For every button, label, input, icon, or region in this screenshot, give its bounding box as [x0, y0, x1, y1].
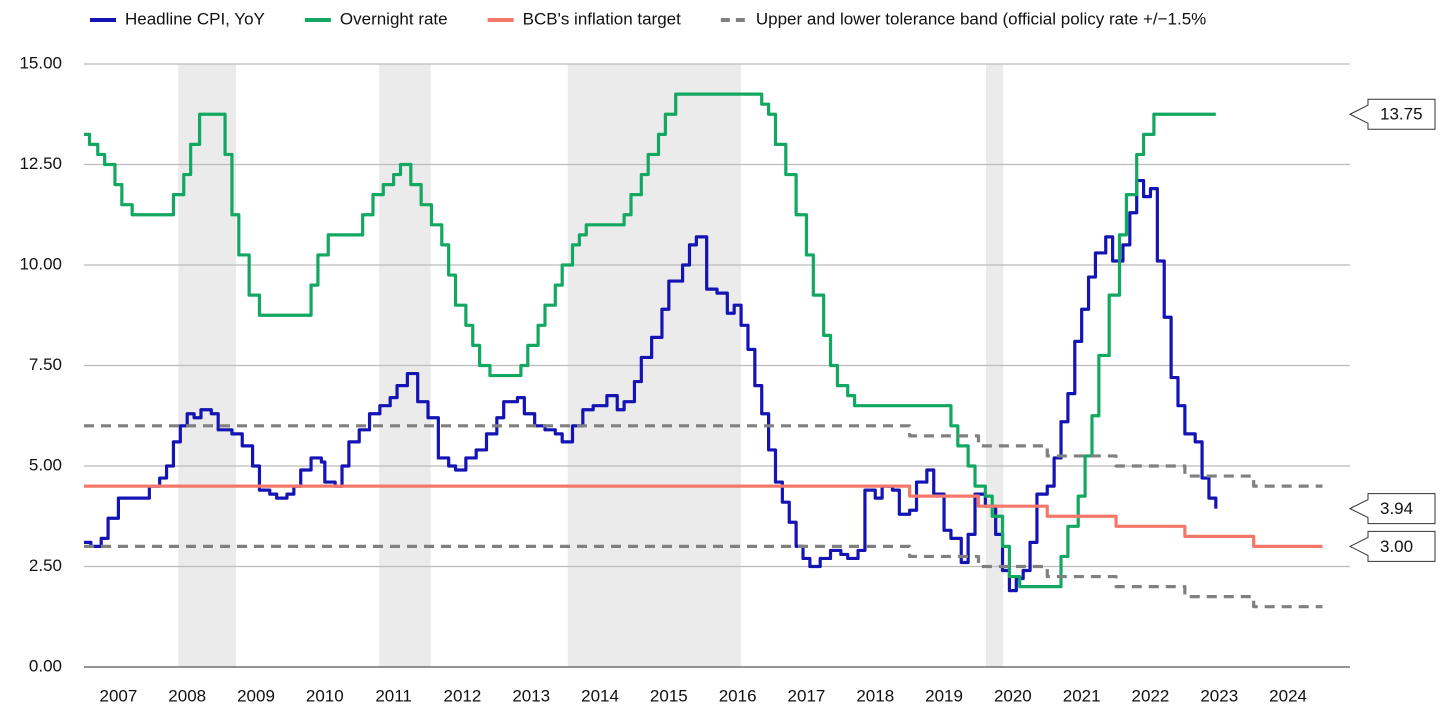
- x-tick-label: 2010: [306, 686, 344, 705]
- callout-box: [1348, 493, 1436, 525]
- x-tick-label: 2007: [99, 686, 137, 705]
- legend-label: BCB's inflation target: [523, 9, 681, 28]
- callout-box: [1348, 530, 1436, 562]
- callout-label: 13.75: [1380, 105, 1423, 124]
- x-tick-label: 2013: [512, 686, 550, 705]
- legend-label: Overnight rate: [340, 9, 448, 28]
- y-tick-label: 10.00: [19, 254, 62, 273]
- y-tick-label: 12.50: [19, 154, 62, 173]
- y-tick-label: 0.00: [29, 656, 62, 675]
- x-tick-label: 2016: [719, 686, 757, 705]
- legend-label: Headline CPI, YoY: [125, 9, 265, 28]
- y-tick-label: 2.50: [29, 556, 62, 575]
- x-tick-label: 2023: [1200, 686, 1238, 705]
- x-tick-label: 2011: [375, 686, 412, 705]
- x-tick-label: 2019: [925, 686, 963, 705]
- x-tick-label: 2014: [581, 686, 619, 705]
- x-tick-label: 2020: [994, 686, 1032, 705]
- series-line: [84, 178, 1218, 593]
- series-line: [84, 484, 1323, 548]
- x-tick-label: 2018: [856, 686, 894, 705]
- callout-label: 3.94: [1380, 499, 1413, 518]
- x-tick-label: 2022: [1132, 686, 1170, 705]
- x-tick-label: 2009: [237, 686, 275, 705]
- x-tick-label: 2024: [1269, 686, 1307, 705]
- x-tick-label: 2017: [788, 686, 826, 705]
- legend-label: Upper and lower tolerance band (official…: [756, 9, 1206, 28]
- callout-box: [1348, 98, 1436, 130]
- y-tick-label: 7.50: [29, 355, 62, 374]
- y-tick-label: 5.00: [29, 455, 62, 474]
- x-tick-label: 2008: [168, 686, 206, 705]
- series-line: [84, 544, 1323, 609]
- x-tick-label: 2021: [1063, 686, 1101, 705]
- y-tick-label: 15.00: [19, 53, 62, 72]
- series-line: [84, 92, 1216, 589]
- x-tick-label: 2015: [650, 686, 688, 705]
- series-line: [84, 424, 1323, 488]
- x-tick-label: 2012: [444, 686, 482, 705]
- callout-label: 3.00: [1380, 537, 1413, 556]
